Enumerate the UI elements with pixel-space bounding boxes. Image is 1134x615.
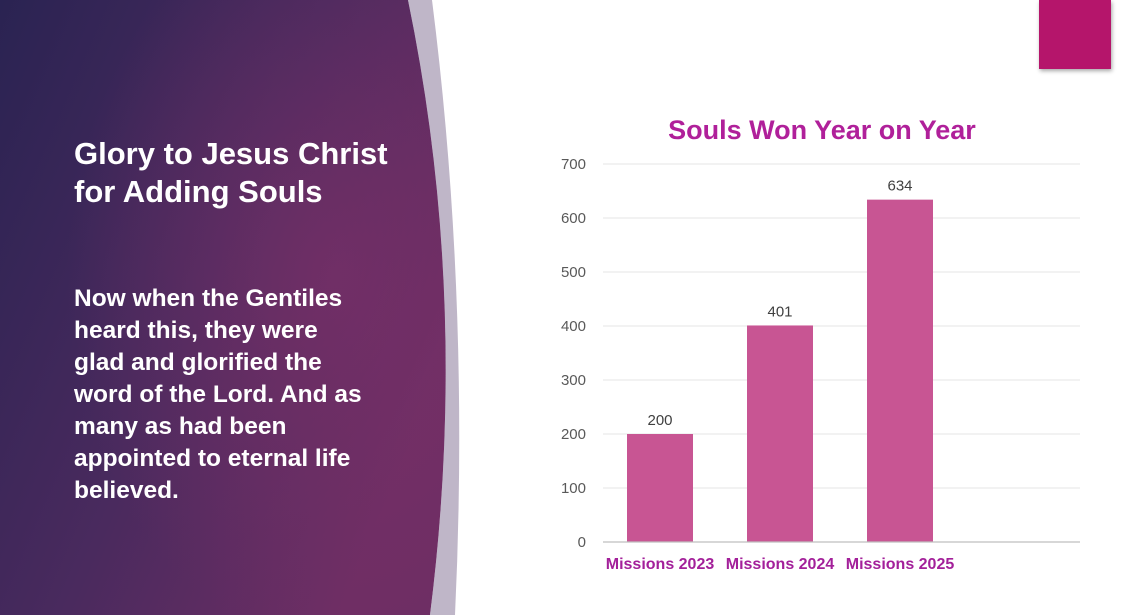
bar	[747, 325, 813, 542]
slide-title: Glory to Jesus Christ for Adding Souls	[74, 136, 388, 209]
y-tick-label: 200	[561, 426, 586, 443]
accent-square	[1039, 0, 1111, 69]
bar	[867, 199, 933, 542]
y-tick-label: 500	[561, 264, 586, 281]
chart-title: Souls Won Year on Year	[668, 115, 976, 145]
y-tick-label: 100	[561, 480, 586, 497]
x-category-label: Missions 2024	[726, 556, 835, 573]
y-tick-label: 300	[561, 372, 586, 389]
x-category-label: Missions 2025	[846, 556, 955, 573]
y-tick-label: 700	[561, 156, 586, 173]
data-label: 200	[647, 412, 672, 429]
data-label: 634	[887, 178, 912, 195]
y-tick-label: 400	[561, 318, 586, 335]
data-label: 401	[767, 303, 792, 320]
bar-chart: Souls Won Year on Year 0 100 200 300 400 500 60…	[561, 115, 1080, 573]
scripture-quote: Now when the Gentiles heard this, they w…	[74, 285, 362, 504]
x-category-label: Missions 2023	[606, 556, 715, 573]
bar	[627, 434, 693, 542]
y-tick-label: 0	[578, 534, 586, 551]
y-tick-label: 600	[561, 210, 586, 227]
